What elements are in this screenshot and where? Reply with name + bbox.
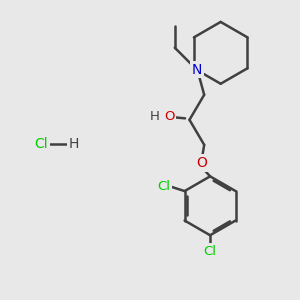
Text: N: N [192,63,202,77]
Text: O: O [164,110,175,123]
Text: O: O [196,156,207,170]
Text: H: H [150,110,160,123]
Text: Cl: Cl [158,180,170,193]
Text: Cl: Cl [34,137,48,151]
Text: H: H [68,137,79,151]
Text: Cl: Cl [204,245,217,258]
